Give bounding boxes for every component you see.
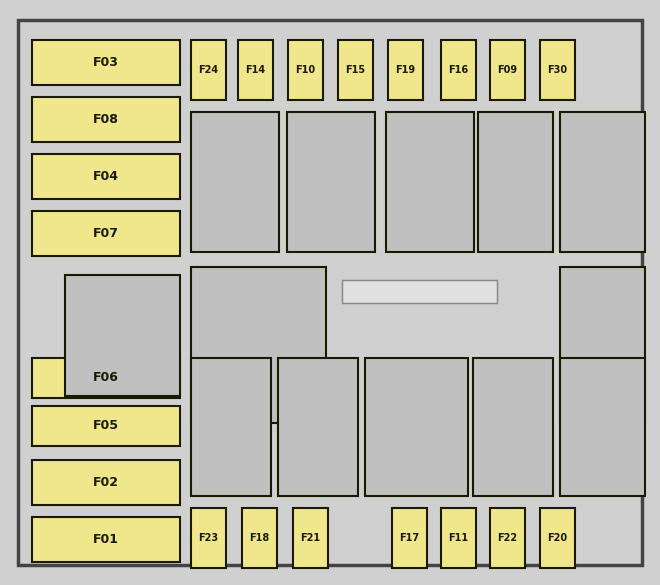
Text: F17: F17 [399, 532, 420, 542]
Bar [191, 357, 271, 495]
Bar [441, 40, 476, 101]
Bar [560, 267, 645, 422]
Bar [238, 40, 273, 101]
Bar [293, 508, 328, 567]
Bar [32, 517, 180, 562]
Text: F11: F11 [449, 532, 469, 542]
Text: F24: F24 [199, 66, 218, 75]
Bar [287, 112, 375, 253]
Bar [32, 98, 180, 143]
Bar [540, 508, 575, 567]
Text: F30: F30 [548, 66, 568, 75]
Bar [386, 112, 474, 253]
Bar [288, 40, 323, 101]
Bar [490, 40, 525, 101]
Bar [191, 508, 226, 567]
Bar [32, 40, 180, 85]
Bar [392, 508, 427, 567]
Text: F14: F14 [246, 66, 265, 75]
Bar [242, 508, 277, 567]
Text: F08: F08 [93, 113, 119, 126]
Text: F07: F07 [93, 228, 119, 240]
Bar [478, 112, 553, 253]
Bar [32, 211, 180, 256]
Bar [32, 460, 180, 505]
Bar [365, 357, 468, 495]
Text: F09: F09 [498, 66, 517, 75]
Bar [490, 508, 525, 567]
Bar [191, 267, 326, 422]
Bar [338, 40, 373, 101]
Bar [342, 280, 497, 302]
Text: F18: F18 [249, 532, 269, 542]
Text: F15: F15 [345, 66, 366, 75]
Bar [32, 154, 180, 199]
Bar [560, 357, 645, 495]
Bar [441, 508, 476, 567]
Bar [65, 276, 180, 395]
Text: F06: F06 [93, 371, 119, 384]
Bar [540, 40, 575, 101]
Text: F16: F16 [449, 66, 469, 75]
Text: F04: F04 [93, 170, 119, 184]
Bar [32, 405, 180, 446]
Text: F01: F01 [93, 532, 119, 546]
Bar [560, 112, 645, 253]
Text: F20: F20 [548, 532, 568, 542]
Text: F10: F10 [296, 66, 315, 75]
Text: F21: F21 [300, 532, 321, 542]
Bar [473, 357, 553, 495]
Text: F05: F05 [93, 419, 119, 432]
Bar [388, 40, 423, 101]
Text: F02: F02 [93, 476, 119, 488]
Text: F23: F23 [199, 532, 218, 542]
Bar [191, 40, 226, 101]
Text: F19: F19 [395, 66, 416, 75]
Bar [191, 112, 279, 253]
Text: F22: F22 [498, 532, 517, 542]
Bar [32, 357, 180, 398]
Bar [278, 357, 358, 495]
Text: F03: F03 [93, 56, 119, 70]
